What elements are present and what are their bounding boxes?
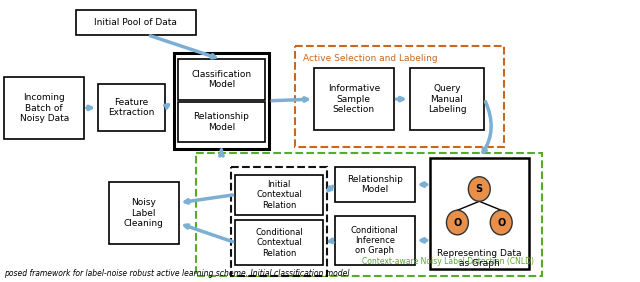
Bar (178, 102, 265, 142)
Text: Conditional
Contextual
Relation: Conditional Contextual Relation (255, 228, 303, 257)
Text: O: O (497, 217, 506, 228)
Bar (4, 77, 84, 139)
Text: Classification
Model: Classification Model (191, 70, 252, 89)
Text: Active Selection and Labeling: Active Selection and Labeling (303, 54, 438, 63)
Text: Incoming
Batch of
Noisy Data: Incoming Batch of Noisy Data (20, 93, 69, 123)
Text: O: O (453, 217, 461, 228)
Bar (236, 220, 323, 265)
Text: posed framework for label-noise robust active learning scheme. Initial classific: posed framework for label-noise robust a… (4, 269, 350, 278)
Bar (335, 167, 415, 202)
Text: Informative
Sample
Selection: Informative Sample Selection (328, 84, 380, 114)
Bar (98, 84, 164, 131)
Text: Relationship
Model: Relationship Model (347, 175, 403, 194)
Text: Context-aware Noisy Label Detection (CNLD): Context-aware Noisy Label Detection (CNL… (362, 257, 534, 266)
Text: Query
Manual
Labeling: Query Manual Labeling (428, 84, 467, 114)
Bar (335, 216, 415, 265)
Circle shape (468, 177, 490, 201)
Bar (109, 182, 179, 244)
Text: Conditional
Inference
on Graph: Conditional Inference on Graph (351, 226, 399, 255)
Bar (196, 153, 542, 276)
Bar (178, 60, 265, 100)
Bar (314, 69, 394, 130)
Bar (429, 158, 529, 269)
Bar (295, 46, 504, 147)
Bar (410, 69, 484, 130)
Text: Representing Data
as Graph: Representing Data as Graph (437, 248, 522, 268)
Bar (76, 10, 196, 35)
Bar (236, 175, 323, 215)
Text: Initial
Contextual
Relation: Initial Contextual Relation (256, 180, 302, 210)
Circle shape (447, 210, 468, 235)
Bar (173, 53, 269, 149)
Text: Relationship
Model: Relationship Model (193, 112, 250, 132)
Text: S: S (476, 184, 483, 194)
Text: Feature
Extraction: Feature Extraction (108, 98, 154, 117)
Text: Noisy
Label
Cleaning: Noisy Label Cleaning (124, 198, 164, 228)
Text: Initial Pool of Data: Initial Pool of Data (94, 18, 177, 27)
Circle shape (490, 210, 512, 235)
Bar (232, 167, 327, 276)
